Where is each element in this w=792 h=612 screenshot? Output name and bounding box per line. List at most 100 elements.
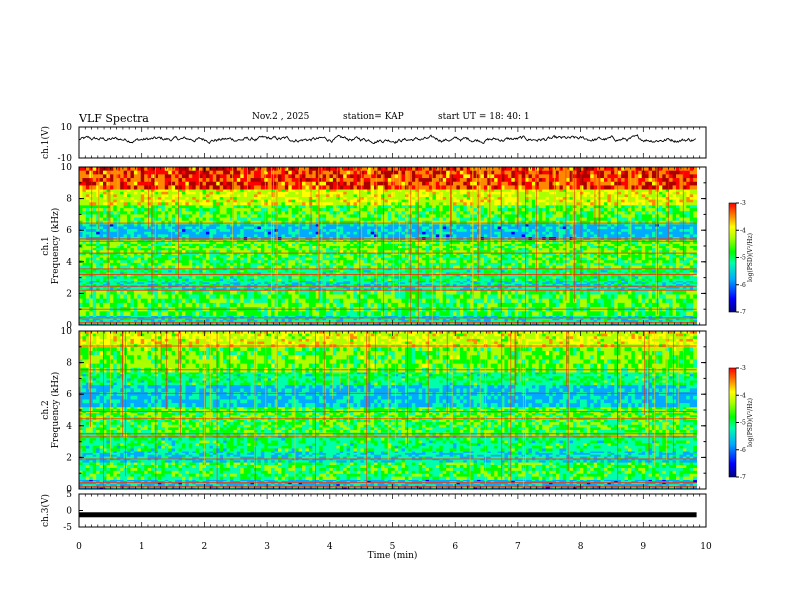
spectrogram-cell xyxy=(370,315,375,318)
spectrogram-cell xyxy=(288,290,293,295)
spectrogram-cell xyxy=(305,311,310,316)
spectrogram-cell xyxy=(624,254,629,258)
spectrogram-cell xyxy=(569,254,574,258)
spectrogram-cell xyxy=(181,254,186,258)
spectrogram-cell xyxy=(130,278,135,282)
spectrogram-cell xyxy=(151,298,155,304)
spectrogram-cell xyxy=(171,323,176,326)
spectrogram-cell xyxy=(621,320,625,323)
spectrogram-cell xyxy=(346,278,351,282)
spectrogram-cell xyxy=(79,311,83,316)
spectrogram-cell xyxy=(549,302,553,308)
spectrogram-cell xyxy=(120,318,124,321)
spectrogram-cell xyxy=(593,278,598,282)
spectrogram-cell xyxy=(288,260,293,264)
spectrogram-cell xyxy=(278,278,282,282)
spectrogram-cell xyxy=(106,315,111,318)
spectrogram-cell xyxy=(171,260,176,264)
spectrogram-cell xyxy=(123,315,128,318)
spectrogram-cell xyxy=(439,302,444,308)
spectrogram-cell xyxy=(597,294,601,300)
spectrogram-cell xyxy=(144,323,149,326)
spectrogram-cell xyxy=(624,280,629,283)
spectrogram-cell xyxy=(367,318,372,321)
spectrogram-cell xyxy=(693,315,697,318)
spectrogram-cell xyxy=(452,280,457,283)
spectrogram-cell xyxy=(185,290,190,295)
spectrogram-cell xyxy=(260,290,265,295)
spectrogram-cell xyxy=(607,323,612,326)
spectrogram-cell xyxy=(123,278,128,282)
spectrogram-cell xyxy=(267,290,272,295)
spectrogram-cell xyxy=(583,278,588,282)
spectrogram-cell xyxy=(411,294,416,300)
spectrogram-cell xyxy=(212,278,217,282)
spectrogram-cell xyxy=(284,278,289,282)
spectrogram-cell xyxy=(621,315,625,318)
spectrogram-cell xyxy=(542,298,547,304)
spectrogram-cell xyxy=(236,311,241,316)
spectrogram-cell xyxy=(579,318,584,321)
spectrogram-cell xyxy=(432,290,437,295)
spectrogram-cell xyxy=(494,254,498,258)
spectrogram-cell xyxy=(223,298,227,304)
spectrogram-cell xyxy=(452,294,457,300)
spectrogram-cell xyxy=(281,257,286,261)
spectrogram-cell xyxy=(538,298,543,304)
spectrogram-cell xyxy=(332,254,337,258)
spectrogram-cell xyxy=(425,318,430,321)
spectrogram-cell xyxy=(168,318,173,321)
spectrogram-cell xyxy=(178,311,183,316)
spectrogram-cell xyxy=(415,302,420,308)
spectrogram-cell xyxy=(363,311,368,316)
spectrogram-cell xyxy=(343,280,348,283)
spectrogram-cell xyxy=(428,302,433,308)
spectrogram-cell xyxy=(387,254,392,258)
spectrogram-cell xyxy=(380,315,385,318)
spectrogram-cell xyxy=(549,294,553,300)
spectrogram-cell xyxy=(295,311,299,316)
spectrogram-cell xyxy=(590,315,595,318)
spectrogram-cell xyxy=(610,280,615,283)
spectrogram-cell xyxy=(542,280,547,283)
spectrogram-cell xyxy=(79,254,83,258)
spectrogram-cell xyxy=(195,290,200,295)
spectrogram-cell xyxy=(253,302,258,308)
spectrogram-cell xyxy=(466,278,471,282)
spectrogram-cell xyxy=(569,315,574,318)
spectrogram-cell xyxy=(137,320,142,323)
spectrogram-cell xyxy=(199,320,203,323)
spectrogram-cell xyxy=(103,298,107,304)
spectrogram-cell xyxy=(559,257,564,261)
spectrogram-cell xyxy=(185,280,190,283)
spectrogram-cell xyxy=(195,320,200,323)
spectrogram-cell xyxy=(569,302,574,308)
spectrogram-cell xyxy=(504,294,509,300)
spectrogram-cell xyxy=(350,280,354,283)
spectrogram-cell xyxy=(192,257,197,261)
spectrogram-cell xyxy=(92,254,97,258)
spectrogram-cell xyxy=(247,290,251,295)
spectrogram-cell xyxy=(579,311,584,316)
spectrogram-cell xyxy=(422,280,426,283)
spectrogram-cell xyxy=(480,280,485,283)
spectrogram-cell xyxy=(154,320,159,323)
spectrogram-cell xyxy=(542,318,547,321)
spectrogram-cell xyxy=(634,254,639,258)
spectrogram-cell xyxy=(233,257,238,261)
spectrogram-cell xyxy=(374,318,378,321)
spectrogram-cell xyxy=(329,302,334,308)
spectrogram-cell xyxy=(384,280,389,283)
spectrogram-cell xyxy=(288,302,293,308)
spectrogram-cell xyxy=(380,323,385,326)
spectrogram-cell xyxy=(127,257,131,261)
spectrogram-cell xyxy=(511,282,516,285)
spectrogram-cell xyxy=(192,320,197,323)
spectrogram-cell xyxy=(559,278,564,282)
spectrogram-cell xyxy=(452,302,457,308)
spectrogram-cell xyxy=(552,298,557,304)
spectrogram-cell xyxy=(356,280,361,283)
spectrogram-cell xyxy=(593,318,598,321)
spectrogram-cell xyxy=(339,320,344,323)
spectrogram-cell xyxy=(103,290,107,295)
